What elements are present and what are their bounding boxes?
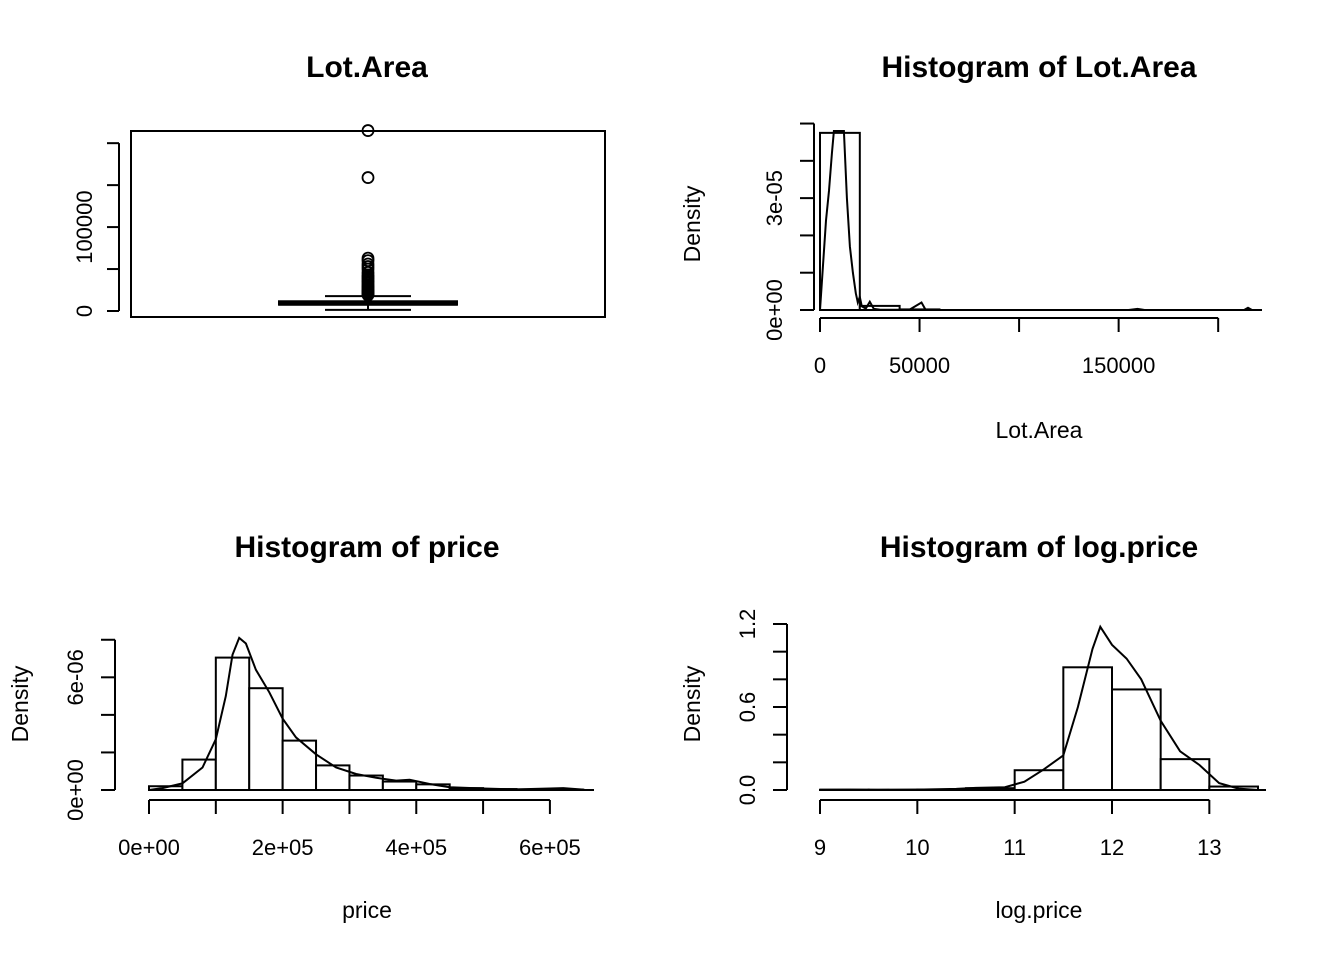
y-tick-label: 0.6 xyxy=(735,692,760,723)
histogram-bar xyxy=(214,656,251,791)
histogram-bar xyxy=(381,780,418,791)
boxplot-y-tick-label: 100000 xyxy=(72,190,97,263)
x-tick-label: 11 xyxy=(1003,835,1026,860)
y-tick-label: 3e-05 xyxy=(762,170,787,226)
x-tick-label: 4e+05 xyxy=(385,835,447,860)
lot-area-histogram-title: Histogram of Lot.Area xyxy=(881,51,1196,84)
lot-area-histogram-xlabel: Lot.Area xyxy=(996,417,1083,443)
x-tick-label: 50000 xyxy=(889,353,950,378)
log-price-histogram-panel: Histogram of log.price log.price Density… xyxy=(679,531,1266,923)
x-tick-label: 9 xyxy=(814,835,826,860)
x-tick-label: 6e+05 xyxy=(519,835,581,860)
lot-area-histogram-ylabel: Density xyxy=(679,185,705,262)
boxplot-outlier xyxy=(361,171,375,184)
boxplot-frame xyxy=(130,130,606,318)
price-histogram-title: Histogram of price xyxy=(234,531,499,564)
lot-area-histogram-panel: Histogram of Lot.Area Lot.Area Density 0… xyxy=(679,51,1262,443)
x-tick-label: 12 xyxy=(1100,835,1124,860)
boxplot-panel: Lot.Area 0 100000 xyxy=(72,51,606,318)
y-tick-label: 1.2 xyxy=(735,609,760,640)
x-tick-label: 10 xyxy=(905,835,929,860)
boxplot-outlier xyxy=(361,251,375,265)
y-tick-label: 0e+00 xyxy=(63,759,88,821)
x-tick-label: 13 xyxy=(1197,835,1221,860)
x-tick-label: 0e+00 xyxy=(118,835,180,860)
boxplot-outlier xyxy=(361,124,375,137)
price-histogram-ylabel: Density xyxy=(7,665,33,742)
histogram-bar xyxy=(1111,688,1162,791)
log-price-histogram-xlabel: log.price xyxy=(996,897,1083,923)
histogram-bar xyxy=(181,758,217,792)
boxplot-outlier xyxy=(361,257,375,271)
histogram-bar xyxy=(1159,758,1211,792)
log-price-histogram-ylabel: Density xyxy=(679,665,705,742)
boxplot-title: Lot.Area xyxy=(306,51,428,84)
x-tick-label: 0 xyxy=(814,353,826,378)
density-curve xyxy=(819,130,1258,311)
y-tick-label: 0.0 xyxy=(735,775,760,806)
x-tick-label: 2e+05 xyxy=(252,835,314,860)
price-histogram-xlabel: price xyxy=(342,897,392,923)
y-tick-label: 6e-06 xyxy=(63,649,88,705)
density-curve xyxy=(148,636,584,791)
histogram-bar xyxy=(248,687,284,792)
boxplot-y-tick-label: 0 xyxy=(72,305,97,317)
x-tick-label: 150000 xyxy=(1082,353,1155,378)
log-price-histogram-title: Histogram of log.price xyxy=(880,531,1198,564)
y-tick-label: 0e+00 xyxy=(762,279,787,341)
histogram-bar xyxy=(281,739,318,791)
histogram-bar xyxy=(315,764,351,792)
price-histogram-panel: Histogram of price price Density 0e+00 2e… xyxy=(7,531,594,923)
